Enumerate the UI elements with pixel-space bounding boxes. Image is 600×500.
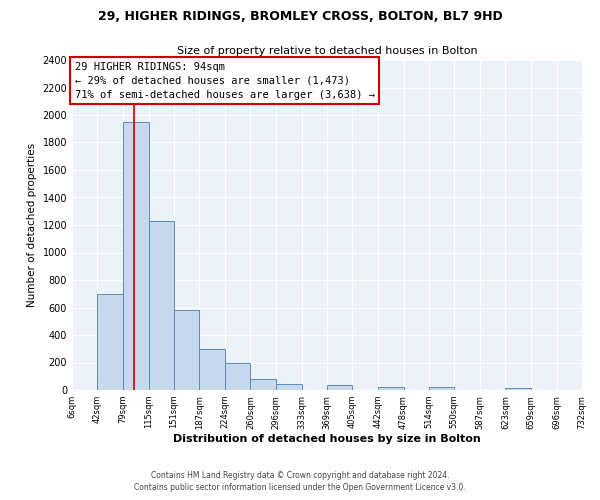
Bar (97, 294, 123, 390)
Text: Contains HM Land Registry data © Crown copyright and database right 2024.
Contai: Contains HM Land Registry data © Crown c… (134, 471, 466, 492)
Bar (250, 379, 276, 390)
Title: Size of property relative to detached houses in Bolton: Size of property relative to detached ho… (176, 46, 478, 56)
Y-axis label: Number of detached properties: Number of detached properties (27, 143, 37, 307)
X-axis label: Distribution of detached houses by size in Bolton: Distribution of detached houses by size … (173, 434, 481, 444)
Bar (225, 362, 250, 390)
Text: 29 HIGHER RIDINGS: 94sqm
← 29% of detached houses are smaller (1,473)
71% of sem: 29 HIGHER RIDINGS: 94sqm ← 29% of detach… (74, 62, 374, 100)
Bar (123, 122, 149, 390)
Bar (378, 387, 404, 390)
Bar (199, 349, 225, 390)
Bar (429, 386, 454, 390)
Bar (174, 310, 199, 390)
Bar (505, 388, 531, 390)
Bar (327, 385, 352, 390)
Bar (276, 384, 302, 390)
Text: 29, HIGHER RIDINGS, BROMLEY CROSS, BOLTON, BL7 9HD: 29, HIGHER RIDINGS, BROMLEY CROSS, BOLTO… (98, 10, 502, 23)
Bar (149, 221, 174, 390)
